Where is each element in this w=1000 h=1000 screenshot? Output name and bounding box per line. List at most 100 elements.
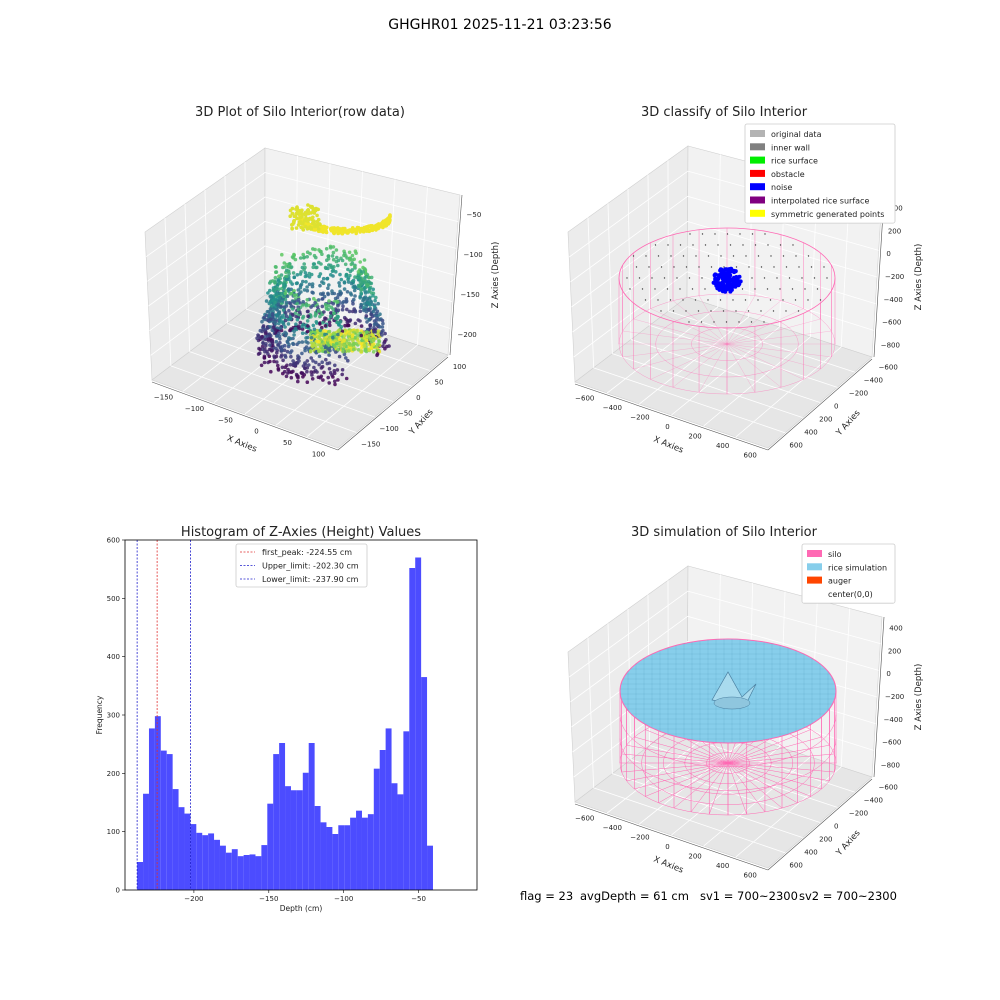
silo-floor-spoke (727, 729, 811, 764)
y-axis-line (767, 778, 873, 871)
surface-dot (801, 277, 803, 279)
surface-dot (704, 288, 706, 290)
data-point (378, 312, 382, 317)
data-point (307, 271, 312, 276)
data-point (280, 365, 285, 370)
data-point (347, 309, 352, 314)
data-point (350, 309, 355, 314)
histogram-bar (302, 772, 309, 890)
data-point (317, 309, 321, 313)
rice-mesh (620, 639, 836, 743)
x-tick-label: −400 (603, 404, 622, 412)
data-point (314, 265, 318, 270)
data-point (359, 324, 364, 328)
data-point (334, 308, 339, 313)
silo-floor-spoke (622, 343, 728, 358)
histogram-bar (326, 827, 333, 890)
data-point (320, 297, 325, 301)
histogram-bar (290, 790, 297, 890)
data-point (336, 329, 341, 333)
legend-swatch (807, 576, 822, 584)
data-point (327, 381, 332, 385)
silo-floor-spoke (634, 736, 729, 764)
data-point (337, 284, 342, 288)
silo-floor-spoke (727, 753, 835, 764)
z-tick-label: 400 (889, 624, 902, 632)
data-point (358, 309, 363, 314)
data-point (291, 359, 295, 363)
data-point (312, 370, 316, 374)
histogram-bar (243, 855, 250, 890)
data-point (324, 357, 328, 362)
surface-dot (673, 266, 675, 268)
histogram-bar (379, 750, 386, 890)
data-point (317, 349, 321, 354)
data-point (340, 372, 345, 377)
surface-dot (763, 277, 766, 279)
data-point (311, 359, 315, 363)
noise-point (721, 282, 726, 287)
noise-point (727, 273, 732, 278)
legend-label: noise (771, 183, 792, 192)
histogram-bar (356, 810, 362, 890)
data-point (327, 353, 331, 357)
surface-dot (645, 255, 647, 257)
data-point (306, 324, 310, 328)
legend-swatch (750, 130, 765, 137)
data-point (283, 311, 288, 315)
data-point (353, 229, 358, 233)
data-point (362, 280, 366, 285)
data-point (315, 321, 319, 325)
silo-ring (618, 293, 836, 395)
data-point (283, 365, 288, 370)
data-point (336, 378, 340, 382)
surface-dot (666, 288, 669, 290)
sv2-readout: sv2 = 700~2300 (799, 889, 897, 903)
data-point (280, 348, 284, 352)
data-point (348, 256, 353, 261)
data-point (268, 281, 272, 285)
data-point (310, 284, 315, 289)
data-point (353, 335, 357, 340)
grid-line (568, 590, 881, 678)
data-point (307, 275, 312, 279)
data-point (283, 265, 287, 269)
data-point (314, 255, 318, 260)
surface-dot (735, 310, 737, 312)
surface-dot (741, 288, 744, 290)
y-tick-label: 600 (789, 862, 802, 870)
histogram-bar (279, 743, 286, 890)
data-point (310, 373, 314, 377)
data-point (332, 371, 337, 376)
y-tick-label: −150 (361, 440, 380, 448)
data-point (337, 337, 342, 342)
data-point (314, 344, 318, 348)
data-point (359, 333, 364, 338)
surface-dot (754, 288, 756, 290)
grid-line (306, 344, 418, 437)
z-axis-label: Z Axies (Depth) (491, 242, 501, 309)
silo-floor-spoke (726, 295, 756, 345)
data-point (323, 227, 328, 231)
data-point (296, 356, 300, 361)
y-tick-label: 200 (819, 836, 832, 844)
silo-floor-spoke (634, 762, 729, 790)
data-point (274, 339, 279, 344)
data-point (329, 314, 333, 319)
data-point (365, 320, 369, 324)
data-point (335, 368, 340, 372)
surface-dot (792, 244, 794, 246)
data-point (286, 288, 291, 292)
data-point (323, 316, 327, 321)
data-point (301, 279, 305, 284)
z-tick-label: 0 (886, 250, 890, 258)
z-axis-line (449, 194, 463, 356)
data-point (318, 272, 323, 276)
data-point (369, 312, 373, 317)
surface-dot (732, 299, 734, 301)
y-tick-label: 0 (416, 394, 420, 402)
data-point (307, 363, 311, 367)
x-tick-label: 200 (688, 432, 701, 440)
data-point (318, 283, 322, 288)
data-point (326, 266, 330, 271)
